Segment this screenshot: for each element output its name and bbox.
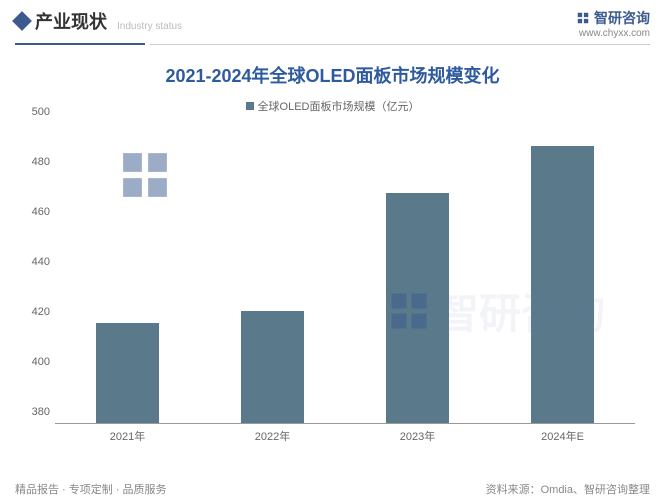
diamond-icon [12,11,32,31]
y-tick-label: 440 [32,256,50,268]
plot-area [55,124,635,424]
y-tick-label: 460 [32,206,50,218]
y-tick-label: 400 [32,356,50,368]
header-title: 产业现状 [35,8,107,34]
bar [386,193,450,423]
header-subtitle: Industry status [117,21,182,32]
brand-url: www.chyxx.com [576,28,650,39]
chart-legend: 全球OLED面板市场规模（亿元） [0,98,665,114]
footer-right: 资料来源：Omdia、智研咨询整理 [486,481,650,497]
y-tick-label: 380 [32,406,50,418]
bar [531,146,595,424]
footer-left: 精品报告 · 专项定制 · 品质服务 [15,481,167,497]
bar [241,311,305,424]
y-tick-label: 480 [32,156,50,168]
x-tick-label: 2022年 [255,428,290,444]
x-tick-label: 2024年E [541,428,584,444]
header-divider-thick [15,43,145,45]
legend-swatch [246,102,254,110]
x-tick-label: 2021年 [110,428,145,444]
chart-area: 380400420440460480500 2021年2022年2023年202… [55,124,635,444]
bar [96,323,160,423]
header-right: 智研咨询 www.chyxx.com [576,8,650,39]
brand-label: 智研咨询 [576,8,650,28]
header-divider-thin [150,44,650,45]
brand-icon [576,11,590,25]
chart-title: 2021-2024年全球OLED面板市场规模变化 [0,62,665,88]
legend-label: 全球OLED面板市场规模（亿元） [258,98,420,114]
header: 产业现状 Industry status 智研咨询 www.chyxx.com [0,0,665,39]
x-axis: 2021年 2022年 2023年 2024年E [55,424,635,444]
y-tick-label: 420 [32,306,50,318]
brand-text: 智研咨询 [594,8,650,28]
y-axis: 380400420440460480500 [20,124,50,444]
x-tick-label: 2023年 [400,428,435,444]
header-left: 产业现状 Industry status [15,8,182,34]
footer: 精品报告 · 专项定制 · 品质服务 资料来源：Omdia、智研咨询整理 [15,481,650,497]
y-tick-label: 500 [32,106,50,118]
